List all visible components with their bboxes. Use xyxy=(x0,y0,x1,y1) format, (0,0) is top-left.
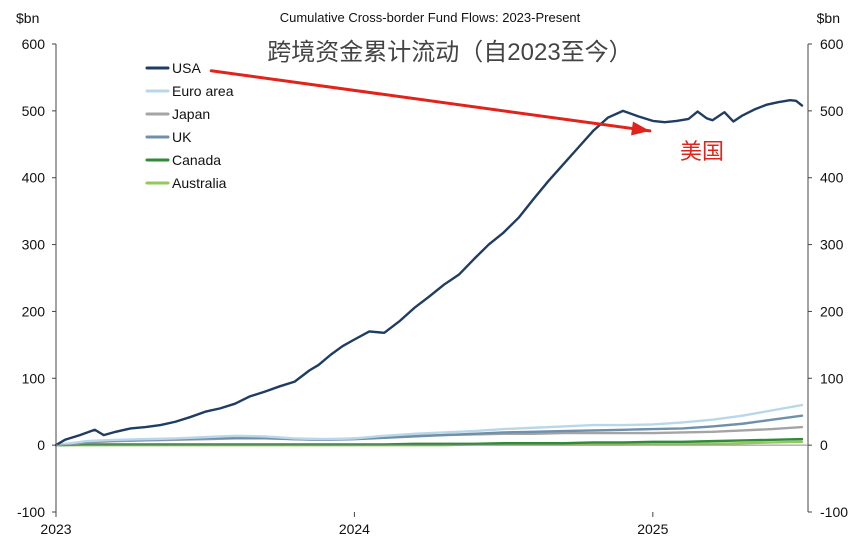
right-y-tick-label: 100 xyxy=(820,370,844,386)
left-y-tick-label: -100 xyxy=(17,504,45,520)
x-tick-label: 2025 xyxy=(637,521,668,537)
series-layer xyxy=(54,98,804,447)
left-unit-label: $bn xyxy=(16,10,39,26)
axis-layer: -100 -100 0 0 100 100 200 200 300 300 400 400 500 500… xyxy=(17,36,848,537)
left-y-tick-label: 200 xyxy=(22,303,46,319)
series-line-euro-area xyxy=(54,403,804,447)
right-y-tick-label: 500 xyxy=(820,103,844,119)
left-y-tick-label: 0 xyxy=(37,437,45,453)
right-unit-label: $bn xyxy=(817,10,840,26)
legend-label-uk: UK xyxy=(172,129,192,145)
x-tick-label: 2023 xyxy=(40,521,71,537)
legend-label-usa: USA xyxy=(172,60,201,76)
legend-label-japan: Japan xyxy=(172,106,210,122)
legend-label-euro-area: Euro area xyxy=(172,83,234,99)
chart-title: Cumulative Cross-border Fund Flows: 2023… xyxy=(280,10,581,25)
annotation-layer: 美国 xyxy=(209,69,724,164)
right-y-tick-label: -100 xyxy=(820,504,848,520)
left-y-tick-label: 500 xyxy=(22,103,46,119)
right-y-tick-label: 600 xyxy=(820,36,844,52)
series-line-usa xyxy=(54,98,804,447)
right-y-tick-label: 200 xyxy=(820,303,844,319)
right-y-tick-label: 300 xyxy=(820,237,844,253)
chart-subtitle: 跨境资金累计流动（自2023至今） xyxy=(267,39,632,66)
left-y-tick-label: 400 xyxy=(22,170,46,186)
annotation-label-usa: 美国 xyxy=(680,139,724,164)
annotation-arrow-line xyxy=(209,69,652,133)
left-y-tick-label: 300 xyxy=(22,237,46,253)
right-y-tick-label: 0 xyxy=(820,437,828,453)
series-line-canada xyxy=(54,437,804,447)
left-y-tick-label: 600 xyxy=(22,36,46,52)
right-y-tick-label: 400 xyxy=(820,170,844,186)
left-y-tick-label: 100 xyxy=(22,370,46,386)
x-tick-label: 2024 xyxy=(339,521,370,537)
legend-label-australia: Australia xyxy=(172,175,227,191)
legend-label-canada: Canada xyxy=(172,152,221,168)
annotation-arrow-head xyxy=(631,121,650,136)
legend-layer: USA Euro area Japan UK Canada Australia xyxy=(145,60,234,191)
